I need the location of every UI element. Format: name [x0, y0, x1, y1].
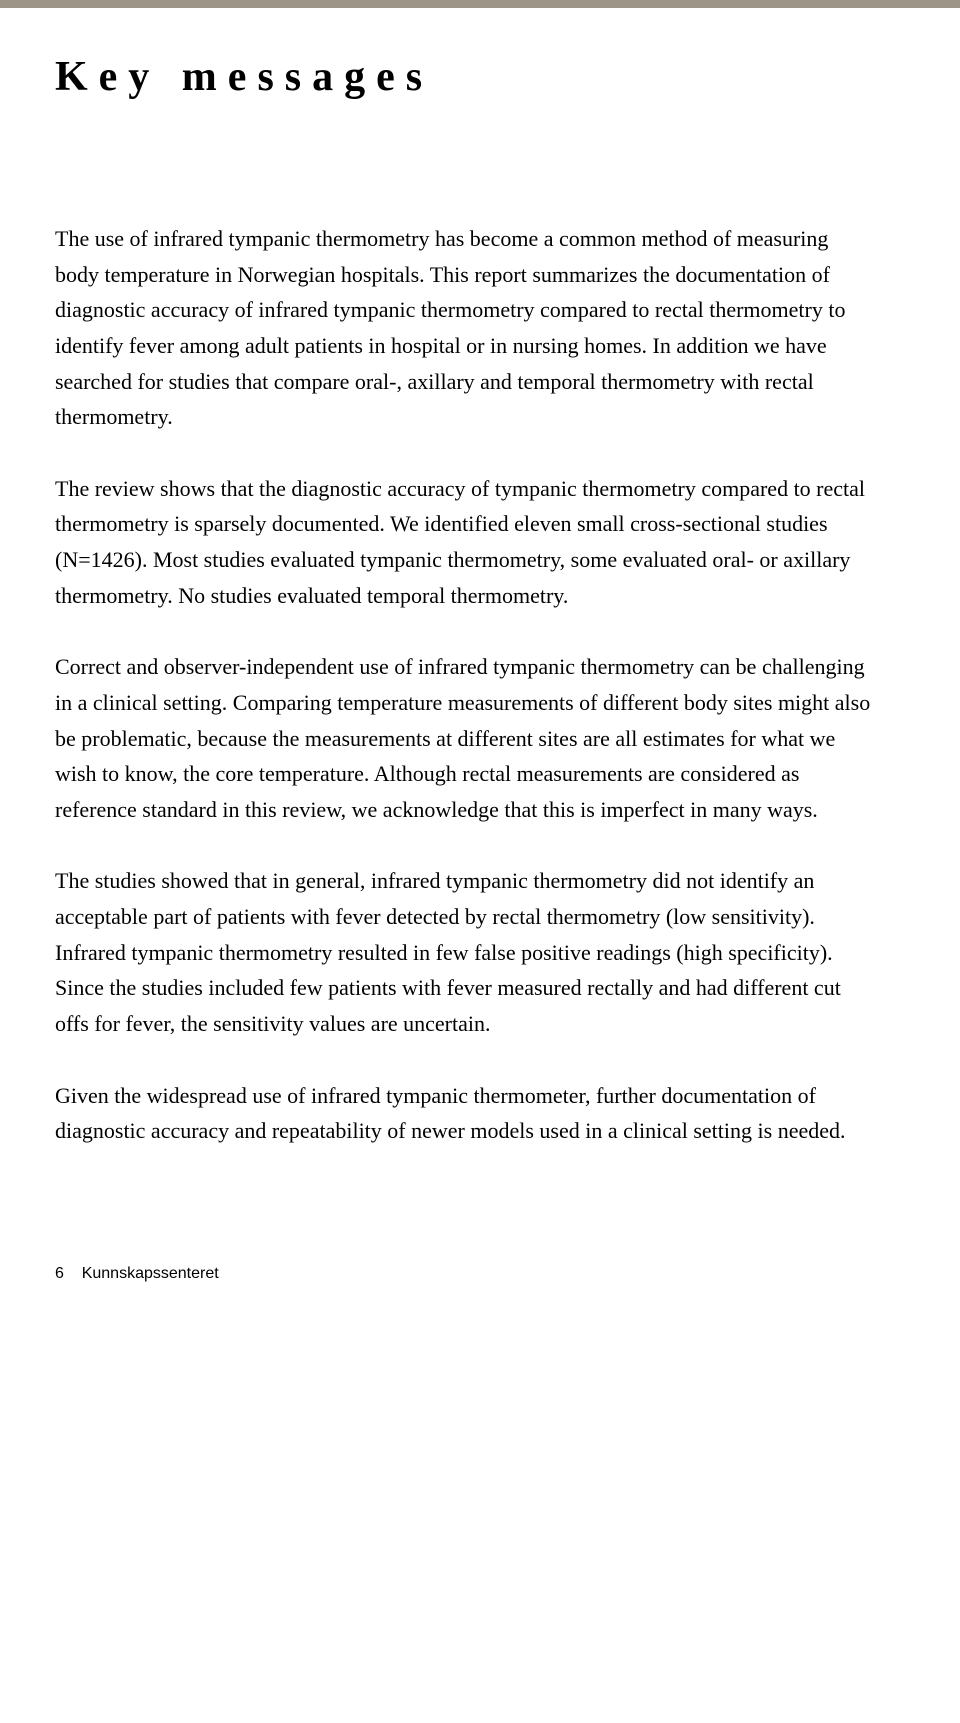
footer-separator [68, 1265, 77, 1282]
page-footer: 6 Kunnskapssenteret [0, 1185, 960, 1313]
body-paragraph: Given the widespread use of infrared tym… [55, 1078, 875, 1149]
page-number: 6 [55, 1265, 64, 1282]
footer-source: Kunnskapssenteret [82, 1265, 219, 1282]
page-body: Key messages The use of infrared tympani… [0, 8, 960, 1149]
top-rule [0, 0, 960, 8]
body-paragraph: The studies showed that in general, infr… [55, 863, 875, 1041]
body-paragraph: Correct and observer-independent use of … [55, 649, 875, 827]
section-title: Key messages [55, 53, 875, 101]
body-paragraph: The review shows that the diagnostic acc… [55, 471, 875, 614]
body-paragraph: The use of infrared tympanic thermometry… [55, 221, 875, 435]
